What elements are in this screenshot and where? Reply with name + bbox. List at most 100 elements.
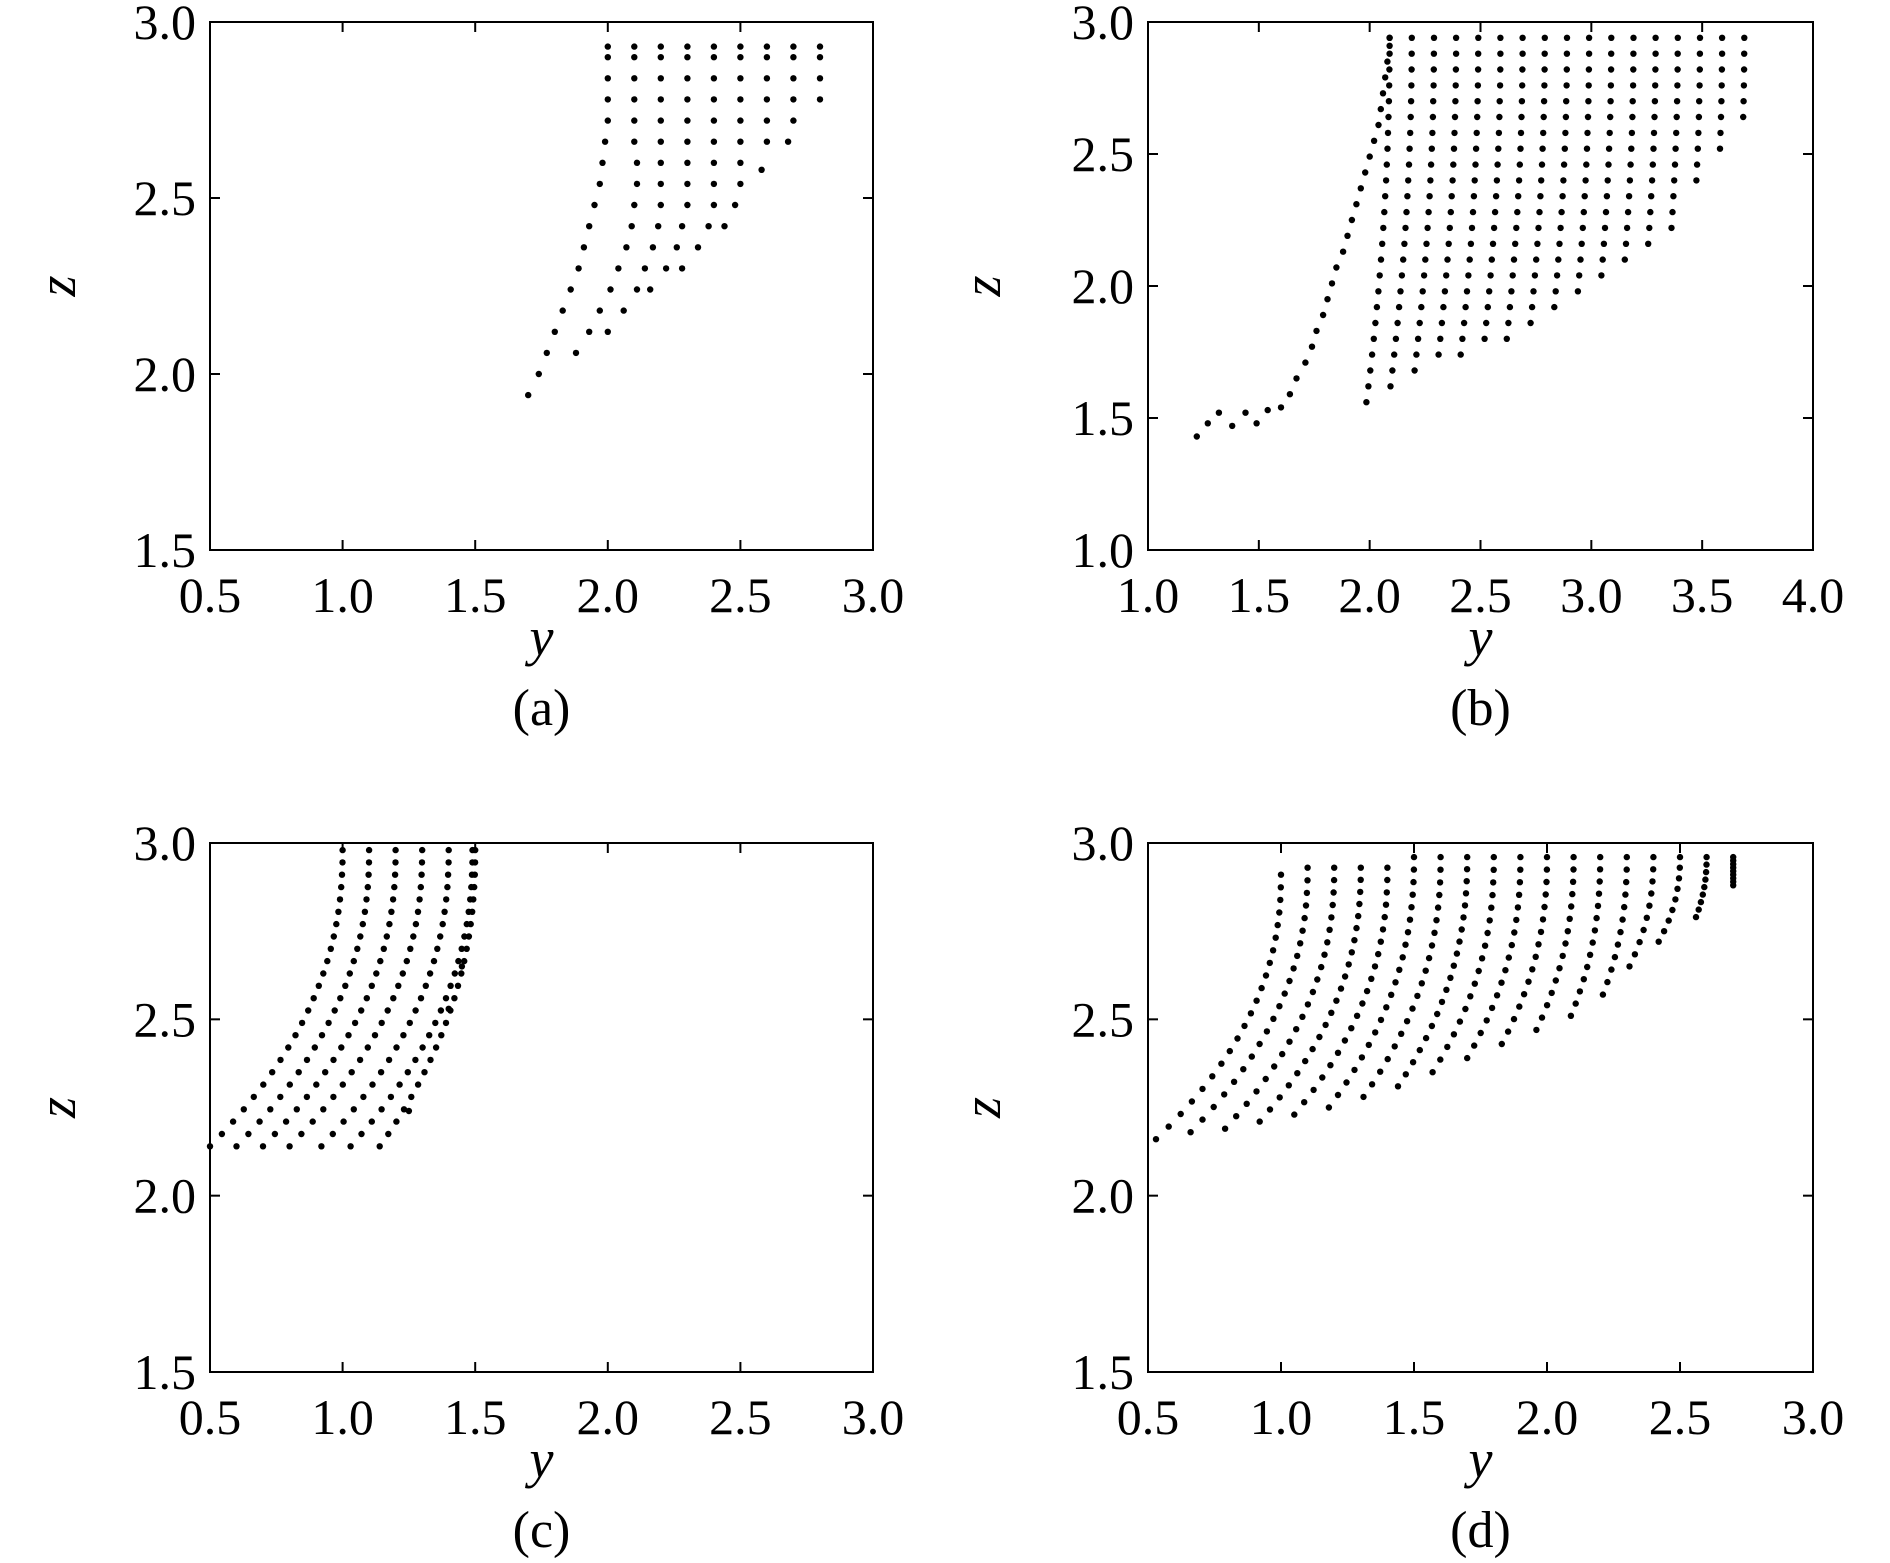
data-point <box>1671 161 1679 168</box>
data-points <box>525 43 824 399</box>
data-point <box>286 1143 293 1150</box>
data-point <box>1574 288 1582 295</box>
data-point <box>1585 50 1593 57</box>
data-point <box>1623 866 1630 873</box>
x-tick-label: 1.5 <box>1228 567 1291 623</box>
data-point <box>1475 967 1482 975</box>
data-point <box>1527 319 1534 327</box>
data-point <box>441 908 448 915</box>
data-point <box>1193 433 1201 440</box>
data-point <box>458 945 465 952</box>
data-point <box>356 1056 364 1064</box>
data-point <box>1617 928 1624 936</box>
data-point <box>1450 161 1457 168</box>
data-point <box>1583 161 1590 168</box>
data-point <box>1674 82 1681 89</box>
data-point <box>461 933 468 940</box>
data-point <box>1309 1045 1316 1053</box>
data-point <box>1406 145 1413 152</box>
data-point <box>445 1005 452 1012</box>
data-point <box>657 117 664 124</box>
data-point <box>1611 953 1619 961</box>
data-point <box>1221 1091 1228 1098</box>
data-point <box>1603 193 1611 200</box>
data-point <box>298 1130 305 1138</box>
data-point <box>336 896 344 903</box>
data-point <box>1472 161 1479 168</box>
data-point <box>1696 50 1704 57</box>
data-point <box>1489 240 1497 247</box>
data-point <box>1274 921 1281 929</box>
data-point <box>1430 34 1438 41</box>
data-point <box>1493 992 1501 999</box>
data-point <box>1538 177 1545 184</box>
data-point <box>471 883 478 891</box>
data-point <box>1648 193 1655 200</box>
data-point <box>1348 949 1356 956</box>
data-point <box>1375 288 1382 295</box>
data-point <box>346 970 353 977</box>
data-point <box>1695 129 1702 137</box>
data-point <box>559 307 566 314</box>
data-point <box>1464 1054 1471 1062</box>
data-point <box>1460 319 1468 327</box>
data-point <box>1413 351 1420 358</box>
data-point <box>1515 177 1523 184</box>
data-point <box>1645 240 1652 247</box>
data-point <box>1430 50 1438 57</box>
data-point <box>1703 861 1710 868</box>
data-point <box>389 896 397 903</box>
data-point <box>368 1118 375 1125</box>
data-point <box>1204 420 1212 427</box>
data-points <box>1152 853 1737 1143</box>
data-point <box>1402 941 1409 948</box>
data-point <box>1387 383 1394 390</box>
data-point <box>586 223 593 230</box>
data-point <box>657 180 664 188</box>
data-point <box>439 920 446 928</box>
x-tick-label: 0.5 <box>179 567 242 623</box>
data-point <box>1576 988 1584 995</box>
data-point <box>1253 1088 1260 1095</box>
data-point <box>631 138 638 145</box>
data-point <box>1490 879 1497 886</box>
data-point <box>620 307 627 314</box>
data-point <box>1377 938 1385 945</box>
data-point <box>422 982 429 989</box>
data-point <box>1471 1042 1478 1049</box>
data-point <box>1676 864 1684 871</box>
data-point <box>1621 256 1629 263</box>
data-point <box>1341 973 1349 980</box>
data-point <box>1595 890 1603 897</box>
x-tick-label: 3.0 <box>842 567 905 623</box>
data-point <box>1368 1081 1376 1088</box>
data-point <box>1253 997 1260 1004</box>
data-point <box>1404 929 1412 936</box>
data-point <box>351 1019 359 1027</box>
data-point <box>1488 904 1495 911</box>
data-point <box>1294 1070 1301 1077</box>
data-point <box>1495 129 1503 137</box>
data-point <box>1599 991 1607 998</box>
data-point <box>1671 177 1678 184</box>
data-point <box>1623 853 1631 861</box>
data-point <box>1394 1083 1402 1090</box>
data-point <box>1409 891 1416 898</box>
data-point <box>1286 977 1293 985</box>
data-point <box>1622 240 1630 247</box>
data-point <box>790 117 797 124</box>
data-point <box>1443 272 1450 279</box>
data-point <box>1408 50 1415 57</box>
data-point <box>1461 902 1469 909</box>
data-point <box>1533 256 1540 263</box>
x-axis-label: y <box>1464 1429 1493 1489</box>
data-point <box>1623 878 1630 886</box>
data-point <box>1519 50 1526 57</box>
data-point <box>1269 947 1277 954</box>
data-point <box>1717 113 1725 121</box>
data-point <box>1717 129 1724 137</box>
data-point <box>1319 311 1327 319</box>
data-point <box>1525 978 1532 985</box>
data-point <box>384 1007 391 1014</box>
data-point <box>1304 877 1311 884</box>
